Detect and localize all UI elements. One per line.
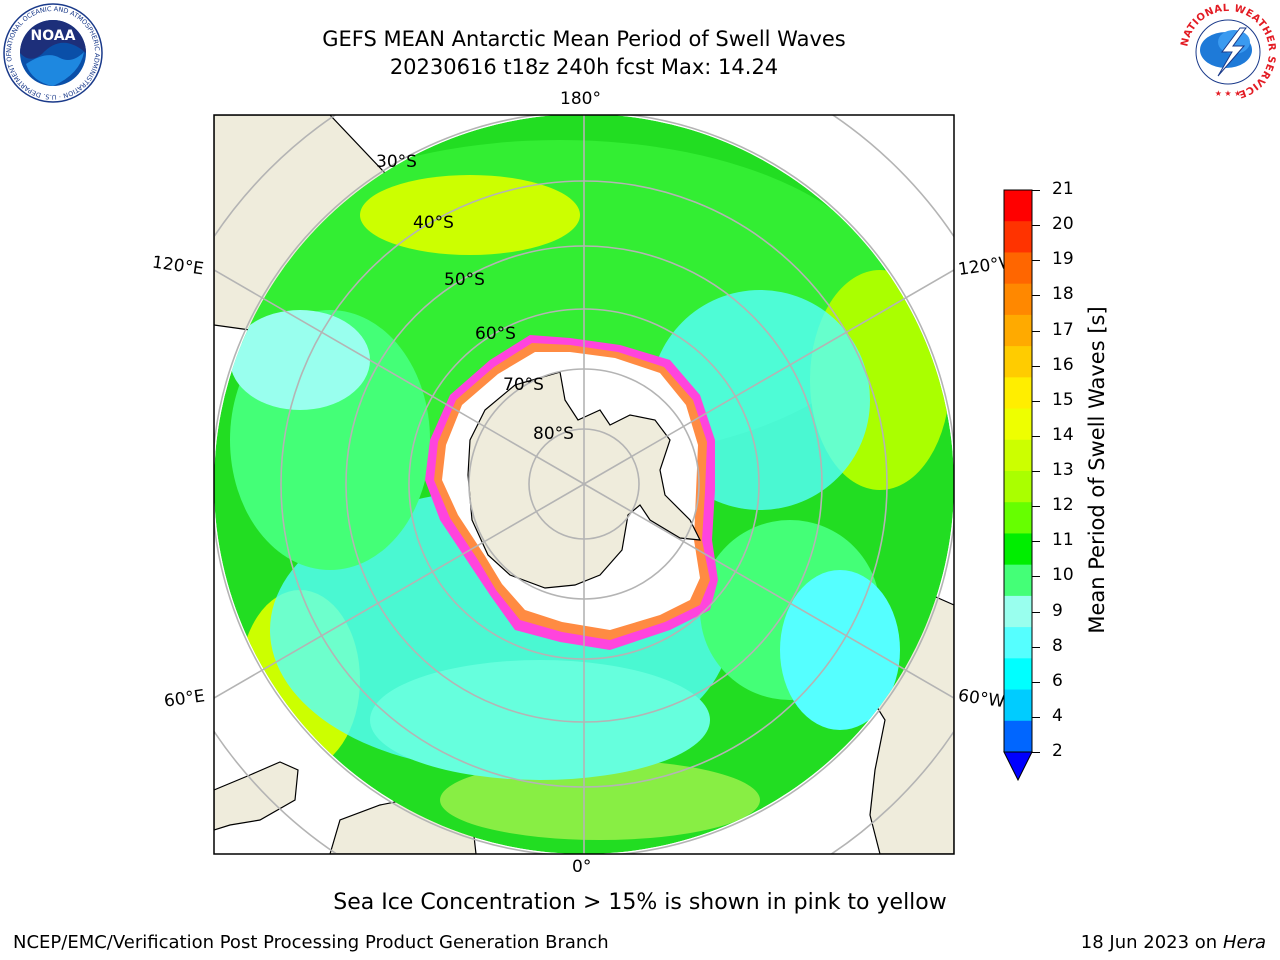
colorbar-tick-mark xyxy=(1032,576,1040,578)
colorbar-tick-mark xyxy=(1032,681,1040,683)
colorbar-segment xyxy=(1004,377,1032,410)
colorbar-tick-label: 12 xyxy=(1052,495,1074,516)
colorbar-tick-mark xyxy=(1032,435,1040,437)
colorbar-tick-mark xyxy=(1032,506,1040,508)
colorbar-tick-label: 11 xyxy=(1052,530,1074,551)
lon-label-0: 0° xyxy=(572,857,592,877)
colorbar-tick-mark xyxy=(1032,190,1040,191)
credit-branch: NCEP/EMC/Verification Post Processing Pr… xyxy=(13,932,609,953)
colorbar-segment xyxy=(1004,564,1032,597)
lat-label-60s: 60°S xyxy=(475,324,516,344)
lat-label-40s: 40°S xyxy=(413,213,454,233)
colorbar-tick-label: 2 xyxy=(1052,741,1063,761)
svg-text:★ ★ ★: ★ ★ ★ xyxy=(1215,89,1242,98)
colorbar-extend-arrow xyxy=(1003,751,1033,782)
map-title-line2: 20230616 t18z 240h fcst Max: 14.24 xyxy=(389,55,779,79)
credit-date: 18 Jun 2023 on Hera xyxy=(1081,932,1266,953)
madagascar-land xyxy=(214,761,299,831)
sea-ice-caption: Sea Ice Concentration > 15% is shown in … xyxy=(333,890,947,915)
credit-date-text: 18 Jun 2023 on xyxy=(1080,932,1218,953)
colorbar-tick-label: 13 xyxy=(1052,460,1074,480)
colorbar-tick-mark xyxy=(1032,611,1040,613)
colorbar-segment xyxy=(1004,627,1032,659)
colorbar-tick-label: 14 xyxy=(1052,424,1074,445)
colorbar-tick-mark xyxy=(1032,752,1040,753)
map-frame xyxy=(213,114,955,855)
map-title-line1: GEFS MEAN Antarctic Mean Period of Swell… xyxy=(322,27,846,51)
colorbar-segment xyxy=(1004,533,1032,566)
colorbar-tick-label: 4 xyxy=(1052,705,1063,726)
colorbar-tick-label: 10 xyxy=(1052,565,1074,586)
colorbar-tick-label: 17 xyxy=(1052,319,1074,340)
noaa-logo-icon: NATIONAL OCEANIC AND ATMOSPHERIC ADMINIS… xyxy=(2,2,103,103)
colorbar-segment xyxy=(1004,283,1032,316)
nws-logo-icon: NATIONAL WEATHER SERVICE ★ ★ ★ xyxy=(1179,3,1277,100)
lon-label-180: 180° xyxy=(560,89,601,109)
colorbar-tick-label: 16 xyxy=(1052,354,1074,375)
colorbar xyxy=(1003,189,1033,782)
colorbar-segment xyxy=(1004,439,1032,472)
colorbar-label: Mean Period of Swell Waves [s] xyxy=(1085,306,1109,634)
colorbar-tick-label: 20 xyxy=(1052,214,1074,235)
colorbar-segment xyxy=(1004,595,1032,628)
colorbar-tick-mark xyxy=(1032,225,1040,227)
lat-label-80s: 80°S xyxy=(533,424,574,444)
colorbar-segment xyxy=(1004,502,1032,534)
colorbar-tick-label: 9 xyxy=(1052,600,1063,621)
colorbar-tick-label: 19 xyxy=(1052,249,1074,270)
colorbar-tick-label: 18 xyxy=(1052,284,1074,305)
colorbar-tick-mark xyxy=(1032,716,1040,718)
colorbar-tick-mark xyxy=(1032,260,1040,262)
lat-label-30s: 30°S xyxy=(376,152,417,172)
colorbar-tick-mark xyxy=(1032,400,1040,402)
colorbar-tick-mark xyxy=(1032,295,1040,297)
longitude-gridlines xyxy=(214,115,954,854)
colorbar-tick-label: 15 xyxy=(1052,389,1074,410)
colorbar-tick-label: 8 xyxy=(1052,635,1063,656)
colorbar-segment xyxy=(1004,190,1032,222)
colorbar-segment xyxy=(1004,720,1032,753)
colorbar-tick-label: 21 xyxy=(1052,179,1074,199)
colorbar-tick-mark xyxy=(1032,646,1040,648)
colorbar-tick-mark xyxy=(1032,330,1040,332)
colorbar-segment xyxy=(1004,314,1032,347)
colorbar-tick-mark xyxy=(1032,541,1040,543)
colorbar-tick-label: 6 xyxy=(1052,670,1063,691)
lat-label-50s: 50°S xyxy=(444,270,485,290)
lat-label-70s: 70°S xyxy=(503,375,544,395)
colorbar-segment xyxy=(1004,689,1032,722)
colorbar-tick-mark xyxy=(1032,471,1040,472)
colorbar-segment xyxy=(1004,408,1032,441)
colorbar-segment xyxy=(1004,471,1032,503)
colorbar-segment xyxy=(1004,658,1032,691)
colorbar-segment xyxy=(1004,221,1032,253)
credit-host: Hera xyxy=(1222,932,1266,953)
colorbar-tick-mark xyxy=(1032,365,1040,367)
noaa-logo-text: NOAA xyxy=(31,28,76,44)
colorbar-segment xyxy=(1004,252,1032,285)
colorbar-segment xyxy=(1004,346,1032,378)
